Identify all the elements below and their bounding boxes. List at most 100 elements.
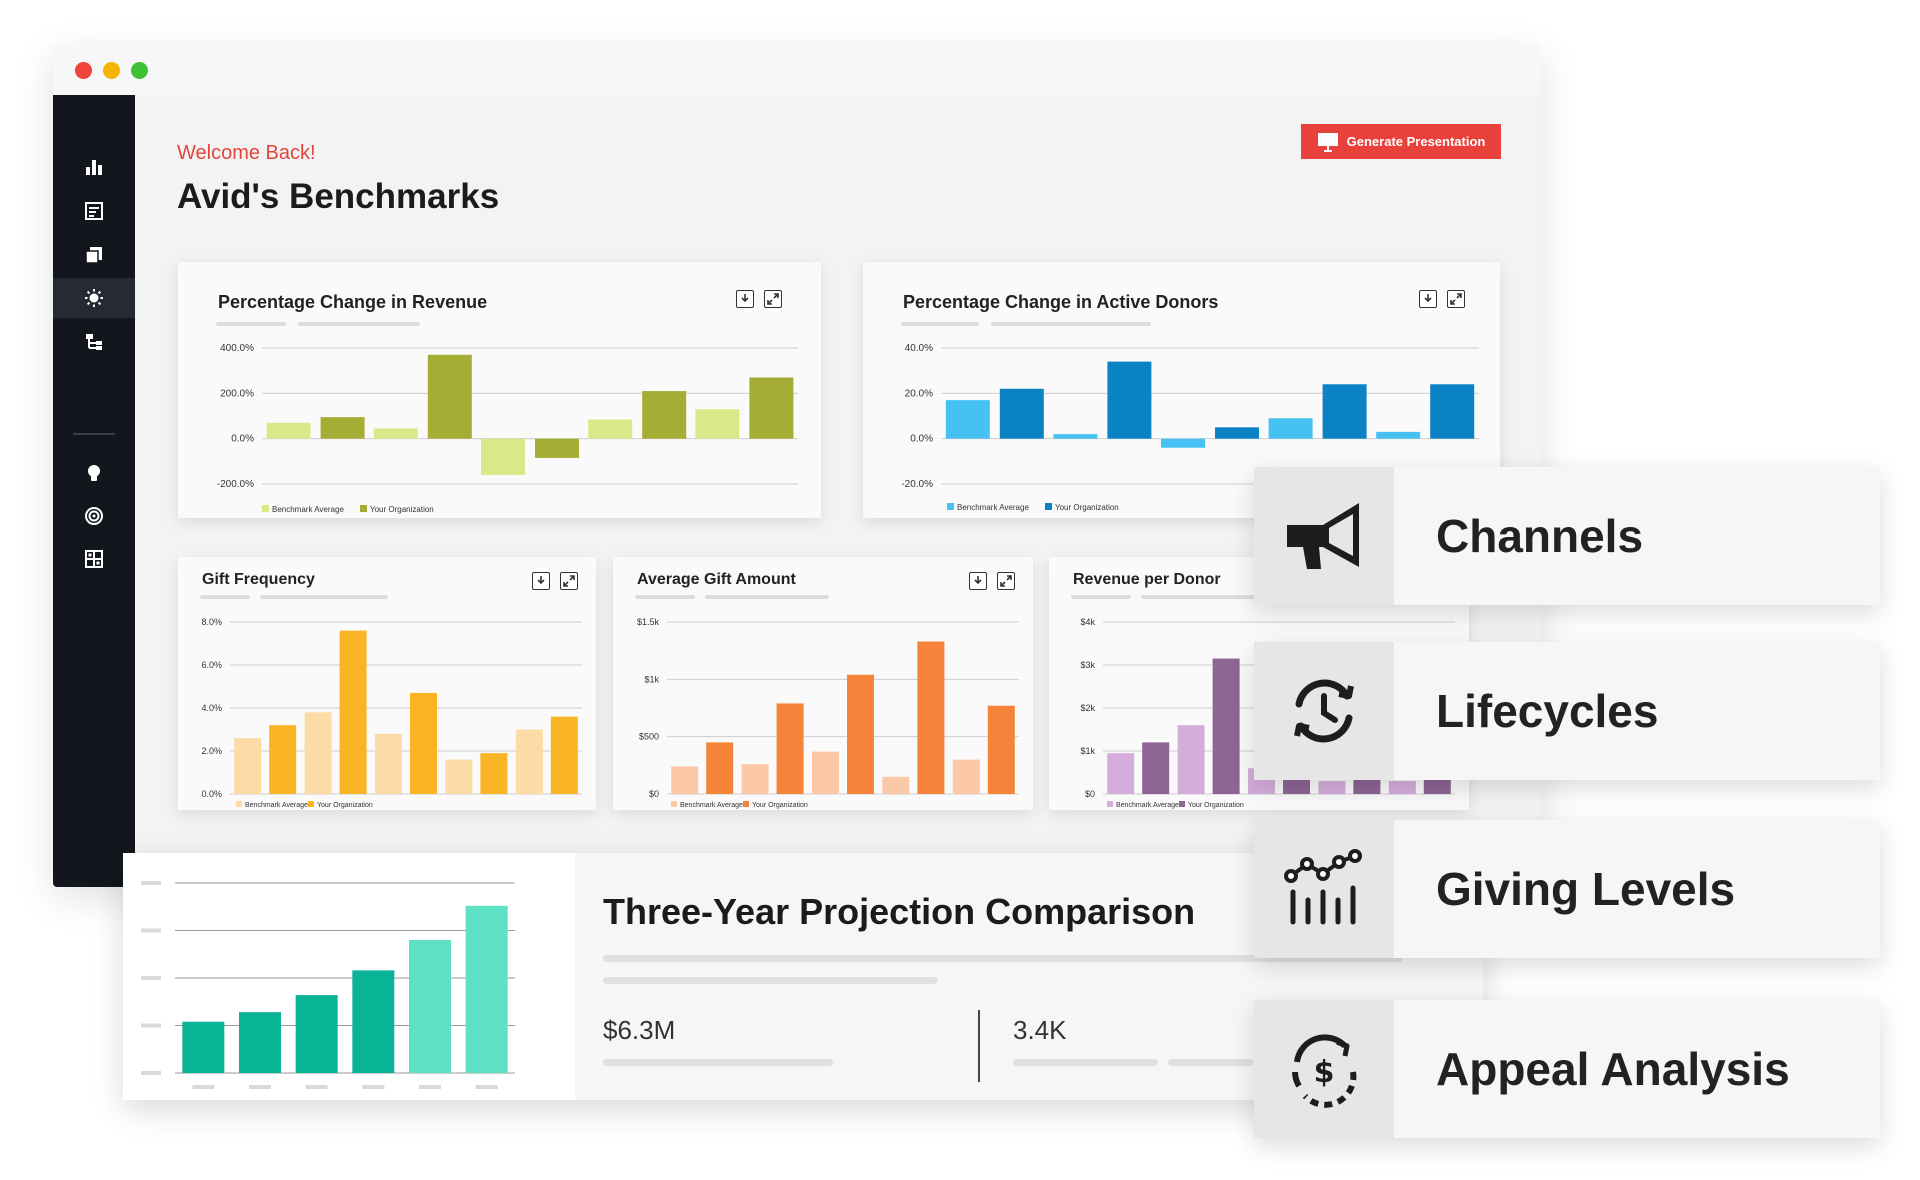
legend-label: Your Organization bbox=[1188, 802, 1244, 809]
chart-card-revenue: Percentage Change in Revenue 400.0% 200.0… bbox=[178, 262, 821, 518]
bar-benchmark bbox=[304, 712, 332, 794]
bar-benchmark bbox=[1376, 431, 1421, 439]
stat-donors: 3.4K bbox=[1013, 1015, 1067, 1045]
title-underline bbox=[1141, 595, 1261, 599]
download-button[interactable] bbox=[1419, 290, 1437, 308]
chart-actions bbox=[532, 572, 578, 590]
x-tick-placeholder bbox=[475, 1085, 498, 1089]
minimize-window-button[interactable] bbox=[103, 61, 120, 79]
y-tick-placeholder bbox=[141, 1023, 161, 1028]
x-tick-placeholder bbox=[305, 1085, 328, 1089]
sidebar-item-insights[interactable] bbox=[53, 453, 135, 493]
bar-organization bbox=[776, 703, 804, 794]
chart-card-frequency: Gift Frequency 8.0% 6.0% 4.0% 2.0% 0.0% Bench… bbox=[178, 557, 596, 810]
bar-benchmark bbox=[588, 419, 633, 439]
page-title: Avid's Benchmarks bbox=[177, 177, 500, 216]
y-tick-placeholder bbox=[141, 976, 161, 980]
generate-presentation-button[interactable]: Generate Presentation bbox=[1301, 124, 1501, 159]
download-button[interactable] bbox=[736, 290, 754, 308]
feature-tile-appeal-analysis[interactable]: $ Appeal Analysis bbox=[1254, 1000, 1880, 1138]
bar-organization bbox=[1353, 776, 1381, 794]
y-tick-label: $3k bbox=[1080, 660, 1095, 670]
y-tick-placeholder bbox=[141, 928, 161, 933]
chart-actions bbox=[1419, 290, 1465, 308]
svg-text:$: $ bbox=[1314, 1055, 1335, 1090]
legend-label: Benchmark Average bbox=[957, 503, 1029, 512]
feature-tile-giving-levels[interactable]: Giving Levels bbox=[1254, 820, 1880, 958]
bar-organization bbox=[1107, 361, 1152, 439]
bar-organization bbox=[706, 742, 734, 794]
chart-rpd: $4k $3k $2k $1k $0 Benchmark Average Your Orga… bbox=[1080, 617, 1455, 809]
download-button[interactable] bbox=[532, 572, 550, 590]
title-underline bbox=[991, 322, 1151, 326]
maximize-window-button[interactable] bbox=[131, 61, 148, 79]
bar-benchmark bbox=[671, 766, 699, 794]
sidebar-item-benchmarks[interactable] bbox=[53, 278, 135, 318]
y-tick-label: 4.0% bbox=[201, 703, 222, 713]
expand-button[interactable] bbox=[1447, 290, 1465, 308]
download-button[interactable] bbox=[969, 572, 987, 590]
bar-benchmark bbox=[481, 438, 525, 475]
legend-label: Benchmark Average bbox=[245, 802, 308, 809]
bar-benchmark bbox=[812, 751, 839, 794]
feature-label: Giving Levels bbox=[1436, 863, 1736, 915]
legend-swatch bbox=[671, 801, 677, 807]
close-window-button[interactable] bbox=[75, 61, 92, 79]
y-tick-label: $1k bbox=[644, 674, 659, 684]
feature-icon-box bbox=[1254, 820, 1394, 958]
target-icon bbox=[85, 507, 103, 525]
bar-organization bbox=[480, 753, 508, 794]
y-tick-label: 20.0% bbox=[905, 388, 933, 399]
bar-benchmark bbox=[1318, 781, 1346, 794]
projection-bar bbox=[409, 940, 451, 1073]
feature-tile-lifecycles[interactable]: Lifecycles bbox=[1254, 642, 1880, 780]
bar-benchmark bbox=[515, 729, 543, 794]
bar-benchmark bbox=[882, 776, 910, 794]
sidebar-item-documents[interactable] bbox=[53, 235, 135, 275]
legend-swatch bbox=[947, 503, 954, 510]
refresh-clock-icon bbox=[1294, 679, 1354, 743]
bar-benchmark bbox=[1161, 438, 1205, 448]
sidebar-item-structure[interactable] bbox=[53, 322, 135, 362]
sidebar-item-charts[interactable] bbox=[53, 147, 135, 187]
y-tick-label: 40.0% bbox=[905, 343, 933, 354]
feature-label: Channels bbox=[1436, 510, 1644, 562]
title-underline bbox=[298, 322, 420, 326]
stat-revenue: $6.3M bbox=[603, 1015, 676, 1045]
feature-label: Lifecycles bbox=[1436, 685, 1659, 737]
bar-organization bbox=[1430, 384, 1475, 439]
y-tick-label: 0.0% bbox=[231, 434, 254, 445]
bar-organization bbox=[550, 716, 578, 794]
bar-benchmark bbox=[695, 409, 740, 439]
legend-swatch bbox=[743, 801, 749, 807]
title-underline bbox=[216, 322, 286, 326]
welcome-text: Welcome Back! bbox=[177, 142, 316, 164]
feature-label: Appeal Analysis bbox=[1436, 1043, 1790, 1095]
chart-donors: 40.0% 20.0% 0.0% -20.0% Benchmark Average You… bbox=[901, 343, 1479, 512]
dashboard-icon bbox=[85, 550, 103, 568]
sidebar-item-dashboard[interactable] bbox=[53, 539, 135, 579]
y-tick-label: $4k bbox=[1080, 617, 1095, 627]
sidebar-item-goals[interactable] bbox=[53, 496, 135, 536]
bar-benchmark bbox=[741, 764, 769, 794]
dollar-cycle-icon: $ bbox=[1292, 1034, 1357, 1108]
chart-actions bbox=[736, 290, 782, 308]
bar-organization bbox=[642, 391, 687, 439]
sidebar-item-reports[interactable] bbox=[53, 191, 135, 231]
chart-card-gift: Average Gift Amount $1.5k $1k $500 $0 Benchm… bbox=[613, 557, 1033, 810]
bar-organization bbox=[1212, 658, 1240, 794]
expand-button[interactable] bbox=[997, 572, 1015, 590]
expand-icon bbox=[767, 293, 779, 305]
bar-benchmark bbox=[1053, 434, 1098, 439]
y-tick-label: $0 bbox=[1085, 789, 1095, 799]
sun-icon bbox=[85, 289, 103, 307]
stat-caption-line bbox=[603, 1059, 833, 1066]
chart-revenue: 400.0% 200.0% 0.0% -200.0% Benchmark Average… bbox=[217, 343, 798, 514]
y-tick-label: $0 bbox=[649, 789, 659, 799]
legend-swatch bbox=[236, 801, 242, 807]
feature-tile-channels[interactable]: Channels bbox=[1254, 467, 1880, 605]
x-tick-placeholder bbox=[192, 1085, 215, 1089]
app-window: Welcome Back! Avid's Benchmarks Generate… bbox=[53, 45, 1541, 887]
expand-button[interactable] bbox=[560, 572, 578, 590]
expand-button[interactable] bbox=[764, 290, 782, 308]
